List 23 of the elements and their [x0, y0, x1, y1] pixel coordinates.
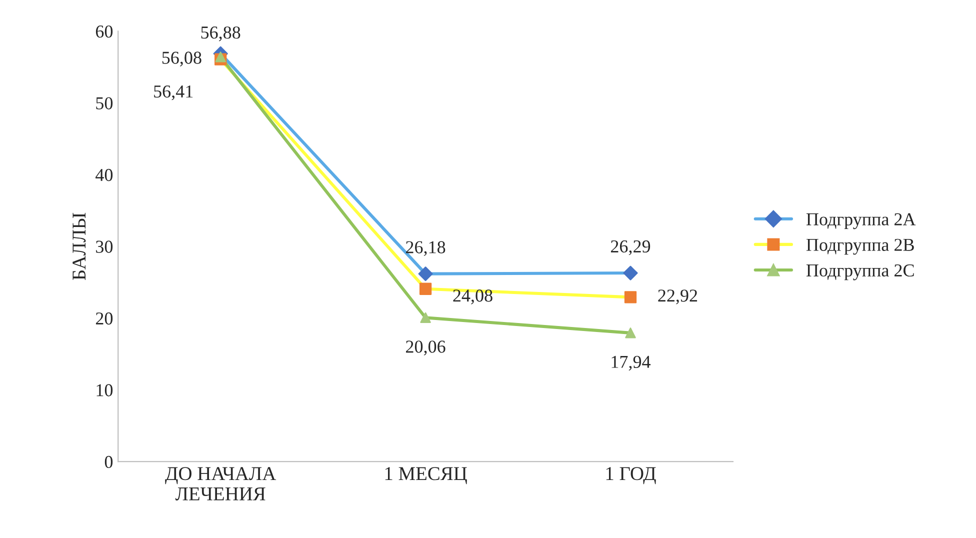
x-tick-label: 1 МЕСЯЦ: [385, 467, 467, 484]
y-tick-label: 40: [96, 168, 113, 182]
y-axis-title: БАЛЛЫ: [72, 212, 86, 280]
legend-label: Подгруппа 2A: [806, 213, 916, 230]
data-label: 24,08: [453, 290, 492, 304]
y-tick-label: 60: [96, 25, 113, 38]
data-label: 22,92: [658, 290, 698, 304]
data-label: 56,41: [154, 85, 193, 100]
y-tick-label: 0: [104, 456, 113, 468]
legend-label: Подгруппа 2B: [806, 238, 914, 255]
x-tick-label: ДО НАЧАЛА ЛЕЧЕНИЯ: [165, 467, 276, 500]
y-tick-label: 20: [96, 312, 113, 325]
data-label: 56,08: [162, 52, 202, 66]
data-label: 26,18: [406, 241, 446, 256]
data-label: 26,29: [610, 240, 650, 256]
y-tick-label: 30: [96, 240, 113, 253]
legend-label: Подгруппа 2C: [806, 264, 914, 280]
data-label: 20,06: [406, 340, 446, 356]
x-tick-label: 1 ГОД: [606, 467, 656, 484]
y-tick-label: 50: [96, 97, 113, 110]
y-tick-label: 10: [96, 384, 113, 396]
data-label: 17,94: [612, 356, 651, 371]
data-label: 56,88: [201, 26, 240, 42]
